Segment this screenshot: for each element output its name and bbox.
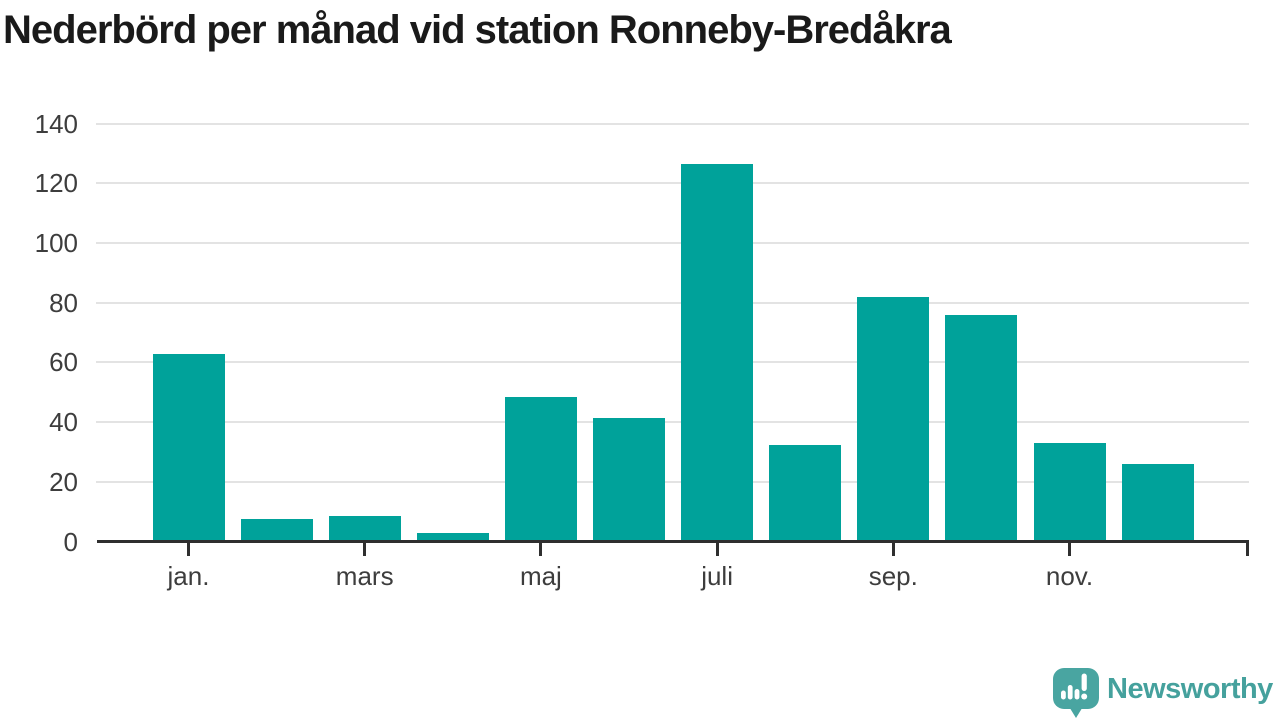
x-axis-tick-label: sep.	[868, 561, 918, 591]
y-axis-tick-label: 20	[49, 466, 78, 497]
x-axis-tick-label: mars	[335, 561, 394, 591]
bar-month-8	[769, 444, 842, 540]
x-axis-tick-sep	[891, 543, 895, 556]
bar-month-6	[593, 417, 665, 540]
bar-month-10	[945, 314, 1018, 540]
gridline-y-80	[96, 301, 1249, 304]
x-axis-tick-label: juli	[701, 561, 733, 591]
gridline-y-140	[96, 122, 1249, 125]
bar-month-9	[857, 296, 930, 540]
y-axis-tick-label: 60	[49, 347, 78, 378]
gridline-y-40	[96, 421, 1249, 424]
bar-month-1	[152, 353, 225, 540]
plot-area: 0 20 40 60 80 100 120 140 jan. mars maj juli sep. nov…	[34, 108, 1249, 591]
x-axis-tick-jan	[187, 543, 190, 556]
x-axis-tick-nov	[1068, 543, 1071, 556]
bar-month-2	[240, 519, 313, 540]
x-axis-tick-label: jan.	[167, 561, 210, 591]
bar-month-11	[1033, 443, 1106, 540]
x-axis-end-tick	[1246, 540, 1249, 556]
y-axis-tick-label: 100	[34, 228, 78, 259]
x-axis-tick-label: maj	[519, 561, 562, 591]
x-axis-tick-label: nov.	[1045, 561, 1094, 591]
bar-month-7	[681, 164, 754, 540]
gridline-y-60	[96, 361, 1249, 364]
chart-title: Nederbörd per månad vid station Ronneby-…	[3, 8, 952, 52]
bar-month-4	[416, 532, 489, 540]
y-axis-tick-label: 0	[63, 526, 78, 557]
x-axis-line	[97, 540, 1249, 543]
y-axis-tick-label: 80	[49, 287, 78, 318]
y-axis-tick-label: 140	[34, 108, 78, 139]
newsworthy-logo: Newsworthy	[1053, 668, 1273, 720]
gridline-y-120	[96, 182, 1249, 185]
gridline-y-100	[96, 242, 1249, 245]
x-axis-tick-juli	[715, 543, 719, 556]
x-axis-tick-maj	[539, 543, 543, 556]
y-axis-tick-label: 40	[49, 407, 78, 438]
x-axis-tick-mars	[363, 543, 367, 556]
newsworthy-logo-icon	[1053, 668, 1099, 718]
bar-month-12	[1121, 463, 1194, 540]
bar-month-5	[504, 396, 577, 540]
y-axis-tick-label: 120	[34, 168, 78, 199]
bar-month-3	[328, 516, 401, 540]
newsworthy-logo-text: Newsworthy	[1107, 672, 1273, 705]
gridline-y-20	[96, 480, 1249, 483]
